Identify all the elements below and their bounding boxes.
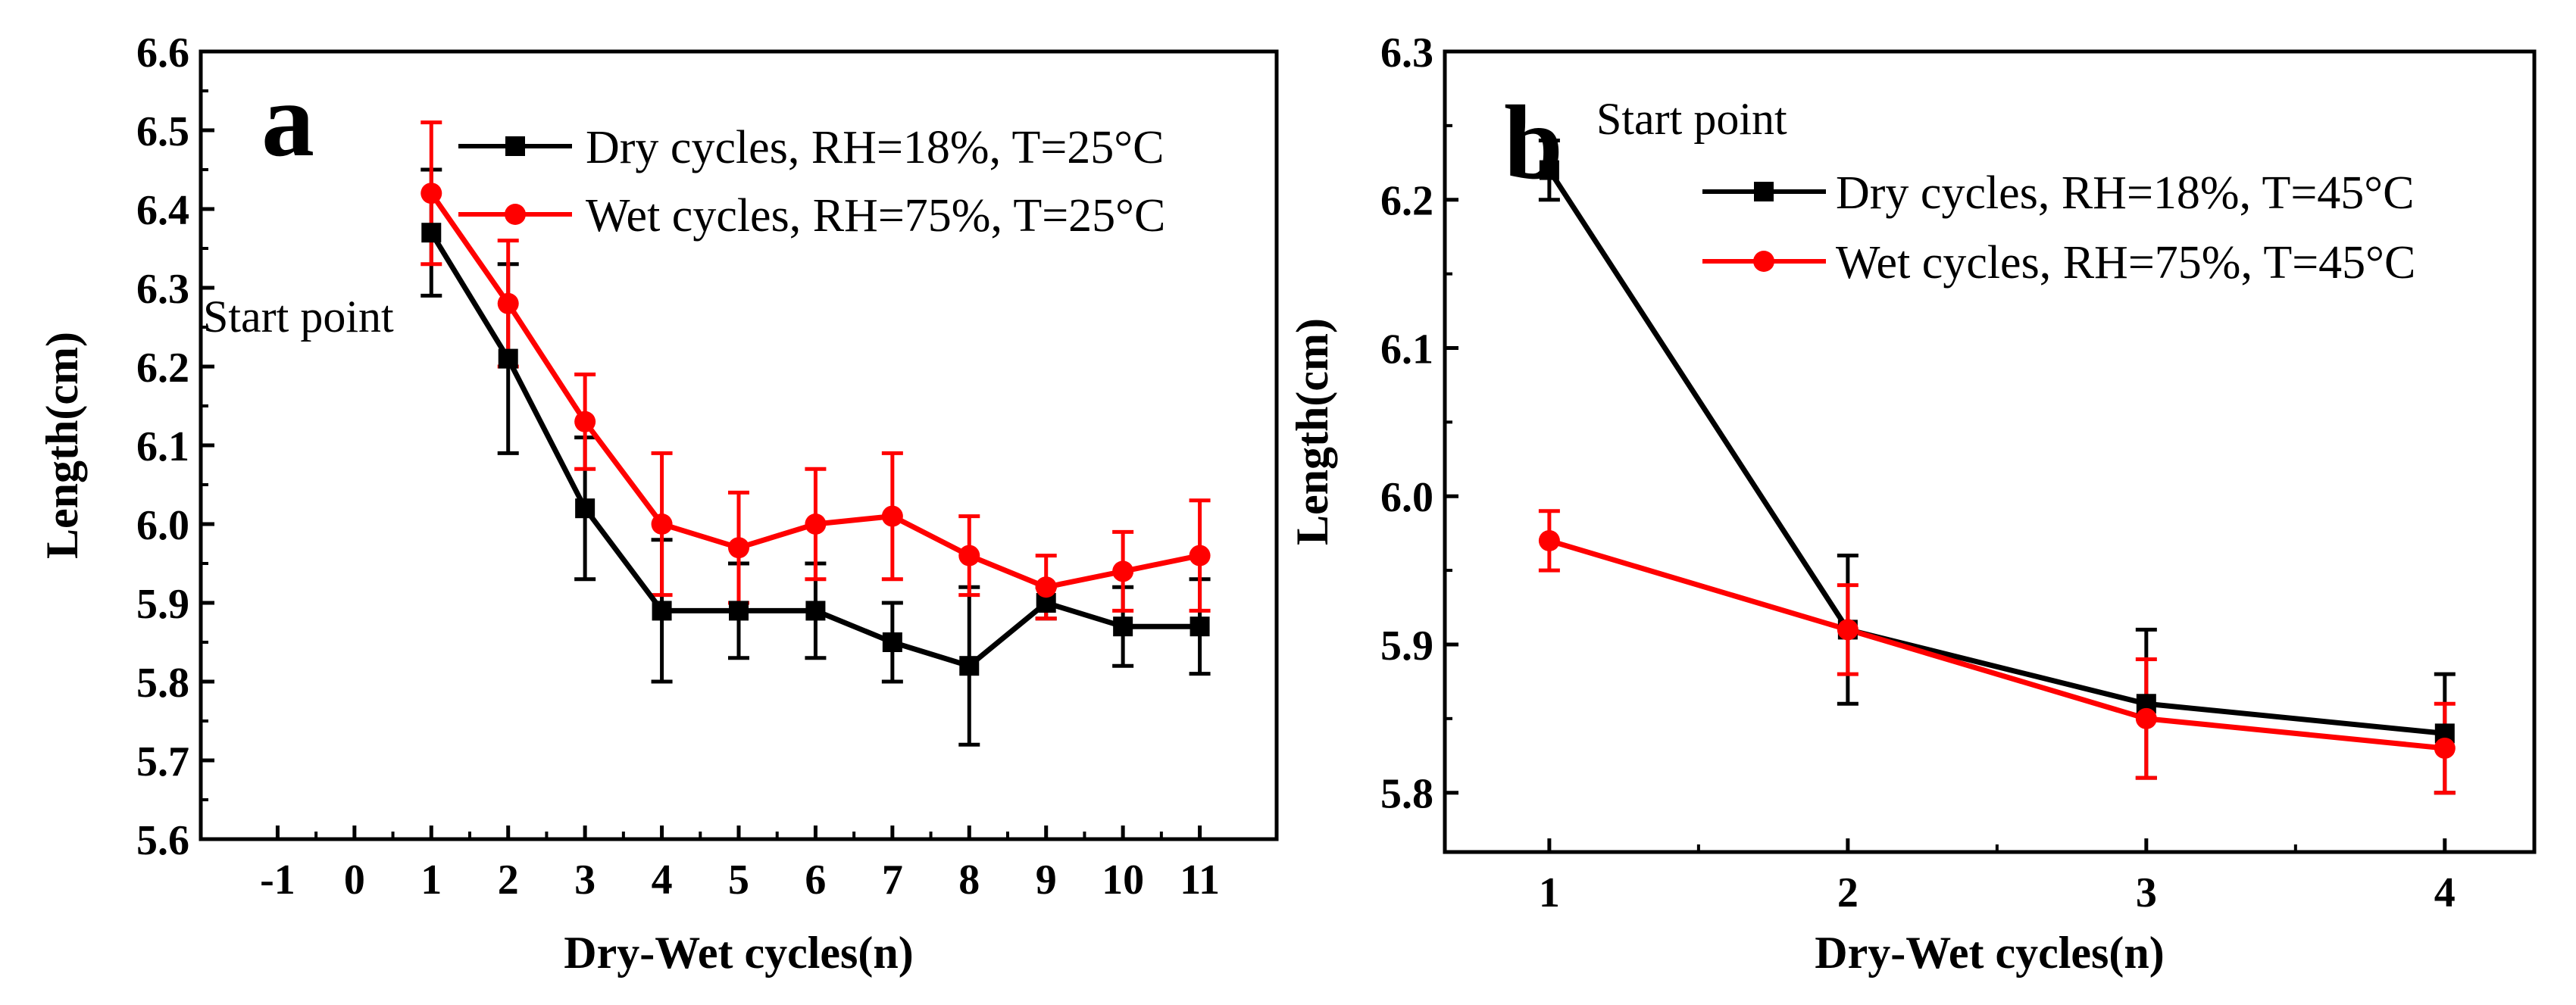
panel-a-wet-point — [805, 513, 827, 535]
panel-a-y-tick-label: 6.0 — [136, 502, 189, 549]
panel-a-annotation: Start point — [203, 292, 394, 342]
panel-b-x-tick-label: 2 — [1837, 869, 1859, 916]
panel-a-x-tick-label: 9 — [1036, 857, 1057, 904]
panel-b-y-tick-label: 5.9 — [1380, 623, 1433, 669]
panel-a-y-tick-label: 6.6 — [136, 30, 189, 76]
panel-a-dry-point — [575, 498, 596, 519]
panel-b-wet-point — [2135, 707, 2157, 729]
panel-b-x-axis-title: Dry-Wet cycles(n) — [1815, 928, 2164, 978]
panel-b-x-tick-label: 1 — [1539, 869, 1560, 916]
panel-a-y-tick-label: 5.9 — [136, 581, 189, 628]
panel-a-wet-point — [420, 183, 442, 204]
panel-b-dry-series-line — [1546, 168, 2446, 736]
panel-a-chart: 5.6 5.7 5.8 5.9 6.0 6.1 6.2 6.3 6.4 6.5 6.6 -1 0 1 2 3 4… — [37, 30, 1279, 978]
panel-b-x-tick-label: 3 — [2136, 869, 2157, 916]
panel-b-markers — [1538, 160, 2456, 759]
panel-a-y-tick-label: 6.4 — [136, 187, 189, 234]
panel-a-legend-label-wet: Wet cycles, RH=75%, T=25°C — [586, 190, 1165, 242]
panel-a-x-tick-label: 11 — [1180, 857, 1220, 904]
panel-a-wet-point — [1112, 560, 1134, 582]
panel-a-wet-point — [497, 292, 519, 314]
panel-a-x-tick-label: -1 — [260, 857, 295, 904]
panel-b-label: b — [1504, 84, 1563, 201]
panel-a-x-tick-label: 7 — [882, 857, 903, 904]
panel-a-dry-point — [498, 348, 518, 369]
panel-b-wet-series-line — [1548, 538, 2446, 751]
panel-a-y-axis-title: Length(cm) — [37, 332, 87, 559]
panel-b-legend-label-dry: Dry cycles, RH=18%, T=45°C — [1836, 167, 2414, 219]
panel-b-y-tick-label: 6.1 — [1380, 326, 1433, 373]
panel-b-annotation: Start point — [1596, 94, 1787, 144]
panel-a-x-tick-label: 10 — [1102, 857, 1144, 904]
panel-b-plot-frame — [1443, 49, 2537, 854]
panel-a-y-tick-label: 5.8 — [136, 660, 189, 707]
panel-b-wet-point — [1837, 619, 1859, 641]
panel-a-legend-marker-dry — [505, 136, 525, 156]
panel-a-axes: 5.6 5.7 5.8 5.9 6.0 6.1 6.2 6.3 6.4 6.5 6.6 -1 0 1 2 3 4… — [136, 30, 1220, 904]
panel-a-x-axis-title: Dry-Wet cycles(n) — [564, 928, 913, 978]
panel-a-wet-point — [574, 410, 596, 432]
panel-a-dry-point — [1113, 616, 1133, 637]
panel-a-wet-point — [728, 537, 749, 559]
panel-b-y-tick-label: 6.3 — [1380, 30, 1433, 76]
panel-a-x-tick-label: 1 — [420, 857, 442, 904]
panel-a-dry-point — [652, 601, 672, 621]
panel-a-x-tick-label: 5 — [728, 857, 749, 904]
panel-a-wet-point — [651, 513, 673, 535]
panel-a-label: a — [261, 61, 314, 179]
panel-a-x-tick-label: 8 — [958, 857, 980, 904]
panel-b-wet-point — [2434, 737, 2456, 759]
panel-a-y-tick-label: 5.7 — [136, 738, 189, 785]
panel-a-dry-point — [729, 601, 749, 621]
panel-b-x-tick-label: 4 — [2434, 869, 2456, 916]
panel-b-legend: Dry cycles, RH=18%, T=45°C Wet cycles, R… — [1702, 167, 2415, 289]
panel-a-x-tick-label: 3 — [574, 857, 596, 904]
panel-a-y-tick-label: 6.5 — [136, 108, 189, 155]
panel-a-legend: Dry cycles, RH=18%, T=25°C Wet cycles, R… — [458, 122, 1165, 242]
panel-b-y-tick-label: 6.0 — [1380, 474, 1433, 521]
panel-a-x-tick-label: 6 — [805, 857, 826, 904]
panel-a-wet-point — [1035, 576, 1057, 598]
panel-b-y-axis-title: Length(cm) — [1287, 318, 1337, 545]
panel-b-y-tick-label: 5.8 — [1380, 771, 1433, 818]
panel-a-legend-label-dry: Dry cycles, RH=18%, T=25°C — [586, 122, 1164, 173]
panel-b-series-lines — [1546, 168, 2446, 751]
panel-a-x-tick-label: 4 — [652, 857, 673, 904]
panel-b-y-tick-label: 6.2 — [1380, 178, 1433, 225]
panel-b-legend-marker-wet — [1753, 251, 1774, 272]
panel-a-dry-point — [882, 632, 902, 652]
panel-b-legend-label-wet: Wet cycles, RH=75%, T=45°C — [1836, 237, 2415, 289]
panel-b-dry-point — [1539, 160, 1559, 180]
panel-a-wet-point — [881, 505, 903, 527]
panel-a-y-tick-label: 6.3 — [136, 266, 189, 313]
panel-a-y-tick-label: 6.1 — [136, 423, 189, 470]
panel-a-dry-point — [959, 656, 980, 676]
panel-a-x-tick-label: 0 — [344, 857, 365, 904]
panel-a-legend-marker-wet — [505, 204, 526, 225]
panel-a-y-tick-label: 5.6 — [136, 817, 189, 864]
panel-a-dry-point — [1190, 616, 1210, 637]
panel-a-markers — [420, 183, 1211, 676]
panel-a-x-tick-label: 2 — [498, 857, 519, 904]
panel-a-wet-point — [1189, 545, 1211, 566]
panel-b-wet-point — [1538, 529, 1560, 551]
panel-a-wet-point — [958, 545, 980, 566]
panel-b-chart: 5.8 5.9 6.0 6.1 6.2 6.3 1 2 3 4 b Start point Dry… — [1287, 30, 2537, 978]
panel-b-legend-marker-dry — [1754, 182, 1774, 201]
panel-a-dry-point — [421, 223, 442, 243]
panel-a-dry-point — [805, 601, 826, 621]
panel-b-axes: 5.8 5.9 6.0 6.1 6.2 6.3 1 2 3 4 — [1380, 30, 2456, 916]
panel-a-y-tick-label: 6.2 — [136, 345, 189, 392]
